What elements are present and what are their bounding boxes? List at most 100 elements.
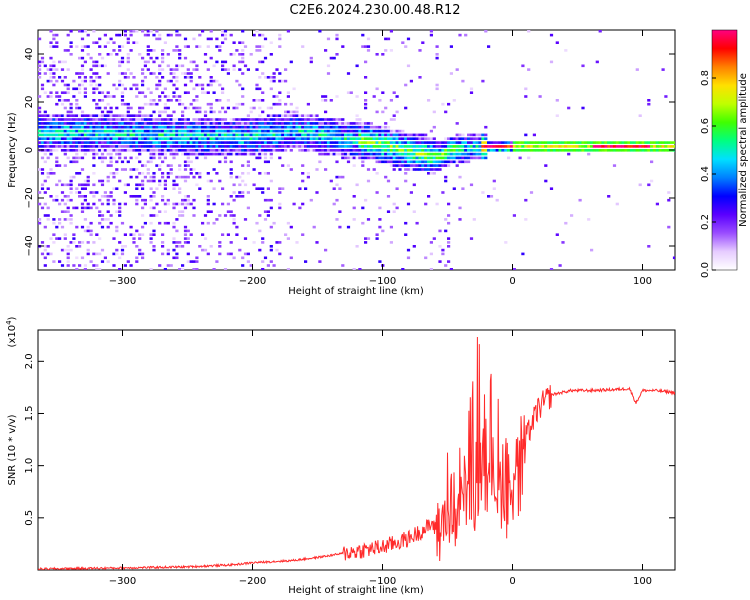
heat-cell-1415: [195, 118, 199, 121]
heat-cell-1751: [241, 30, 245, 33]
heat-cell-389: [80, 145, 85, 148]
heat-cell-1530: [212, 168, 216, 171]
heat-cell-1027: [152, 133, 156, 137]
heat-cell-771: [123, 168, 127, 171]
heat-cell-346: [75, 102, 79, 106]
heat-cell-1892: [263, 152, 268, 156]
heat-cell-3103: [601, 149, 605, 152]
heat-cell-2081: [295, 141, 299, 144]
heat-cell-1999: [278, 99, 282, 102]
heat-cell-2410: [364, 137, 368, 140]
heat-cell-36: [40, 137, 45, 140]
heat-cell-59: [43, 145, 47, 148]
heat-cell-1538: [212, 125, 216, 129]
heat-cell-1533: [212, 145, 216, 148]
heat-cell-565: [98, 37, 102, 41]
heat-cell-2690: [421, 149, 425, 152]
bottom-x-axis-label: Height of straight line (km): [288, 585, 424, 596]
heat-cell-2796: [444, 141, 448, 144]
heat-cell-292: [69, 125, 73, 129]
heat-cell-132: [52, 133, 56, 137]
heat-cell-3136: [630, 149, 634, 152]
heat-cell-3198: [672, 145, 675, 148]
heat-cell-66: [43, 118, 47, 121]
heat-cell-2287: [338, 141, 342, 144]
heat-cell-1661: [229, 118, 233, 121]
heat-cell-657: [109, 122, 113, 125]
heat-cell-867: [135, 145, 139, 148]
heat-cell-3181: [661, 141, 665, 144]
heat-cell-114: [49, 72, 53, 75]
heat-cell-2986: [524, 218, 528, 221]
heat-cell-2762: [435, 45, 439, 48]
heat-cell-1277: [181, 214, 185, 217]
heat-cell-2484: [378, 149, 382, 152]
heat-cell-3017: [541, 141, 545, 144]
heat-cell-2475: [375, 87, 379, 91]
heat-cell-76: [46, 206, 50, 210]
heat-cell-382: [80, 202, 85, 206]
heat-cell-2145: [309, 149, 313, 152]
heat-cell-650: [109, 149, 113, 152]
heat-cell-1311: [183, 152, 188, 156]
heat-cell-1945: [269, 79, 273, 83]
heat-cell-3072: [578, 149, 582, 152]
heat-cell-408: [80, 30, 85, 33]
heat-cell-1396: [192, 87, 196, 91]
heat-cell-2222: [326, 152, 331, 156]
heat-cell-1992: [278, 133, 282, 137]
heat-cell-1699: [235, 118, 239, 121]
heat-cell-1349: [186, 122, 190, 125]
heat-cell-1465: [203, 152, 208, 156]
heat-cell-600: [103, 141, 107, 144]
heat-cell-2587: [398, 149, 402, 152]
heat-cell-2396: [361, 133, 365, 137]
heat-cell-2321: [346, 152, 351, 156]
heat-cell-664: [109, 37, 113, 41]
heat-cell-950: [143, 95, 147, 98]
heat-cell-2348: [352, 156, 356, 160]
heat-cell-1279: [181, 202, 185, 206]
heat-cell-283: [69, 179, 73, 183]
heat-cell-2832: [452, 137, 456, 140]
heat-cell-3053: [564, 145, 568, 148]
heat-cell-436: [83, 45, 87, 48]
heat-cell-182: [58, 137, 62, 140]
heat-cell-342: [75, 122, 79, 125]
heat-cell-2592: [398, 129, 402, 133]
heat-cell-2014: [281, 125, 285, 129]
heat-cell-2514: [384, 137, 388, 140]
heat-cell-2760: [435, 56, 439, 60]
heat-cell-943: [143, 133, 147, 137]
heat-cell-137: [52, 114, 56, 117]
heat-cell-2329: [346, 122, 351, 125]
heat-cell-2888: [469, 145, 474, 148]
heat-cell-859: [135, 198, 139, 202]
heat-cell-2698: [424, 168, 428, 171]
heat-cell-1586: [221, 187, 225, 190]
heat-cell-2307: [341, 45, 345, 48]
heat-cell-1359: [189, 202, 193, 206]
heat-cell-848: [132, 118, 136, 121]
heat-cell-2993: [524, 87, 528, 91]
heat-cell-375: [78, 56, 82, 60]
heat-cell-2511: [384, 149, 388, 152]
heat-cell-2183: [318, 152, 322, 156]
heat-cell-3185: [664, 141, 668, 144]
heat-cell-2548: [389, 118, 393, 121]
heat-cell-833: [129, 33, 133, 37]
heat-cell-1498: [206, 102, 210, 106]
heat-cell-2947: [492, 141, 496, 144]
heat-cell-1936: [269, 137, 273, 140]
heat-cell-1466: [203, 149, 208, 152]
heat-cell-2167: [312, 114, 316, 117]
heat-cell-618: [106, 198, 110, 202]
heat-cell-19: [38, 76, 42, 79]
heat-cell-2428: [366, 149, 371, 152]
heat-cell-2885: [469, 156, 474, 160]
heat-cell-694: [115, 172, 119, 175]
heat-cell-1801: [252, 241, 256, 244]
heat-cell-976: [146, 33, 150, 37]
heat-cell-2330: [346, 91, 351, 94]
heat-cell-2041: [286, 133, 290, 137]
